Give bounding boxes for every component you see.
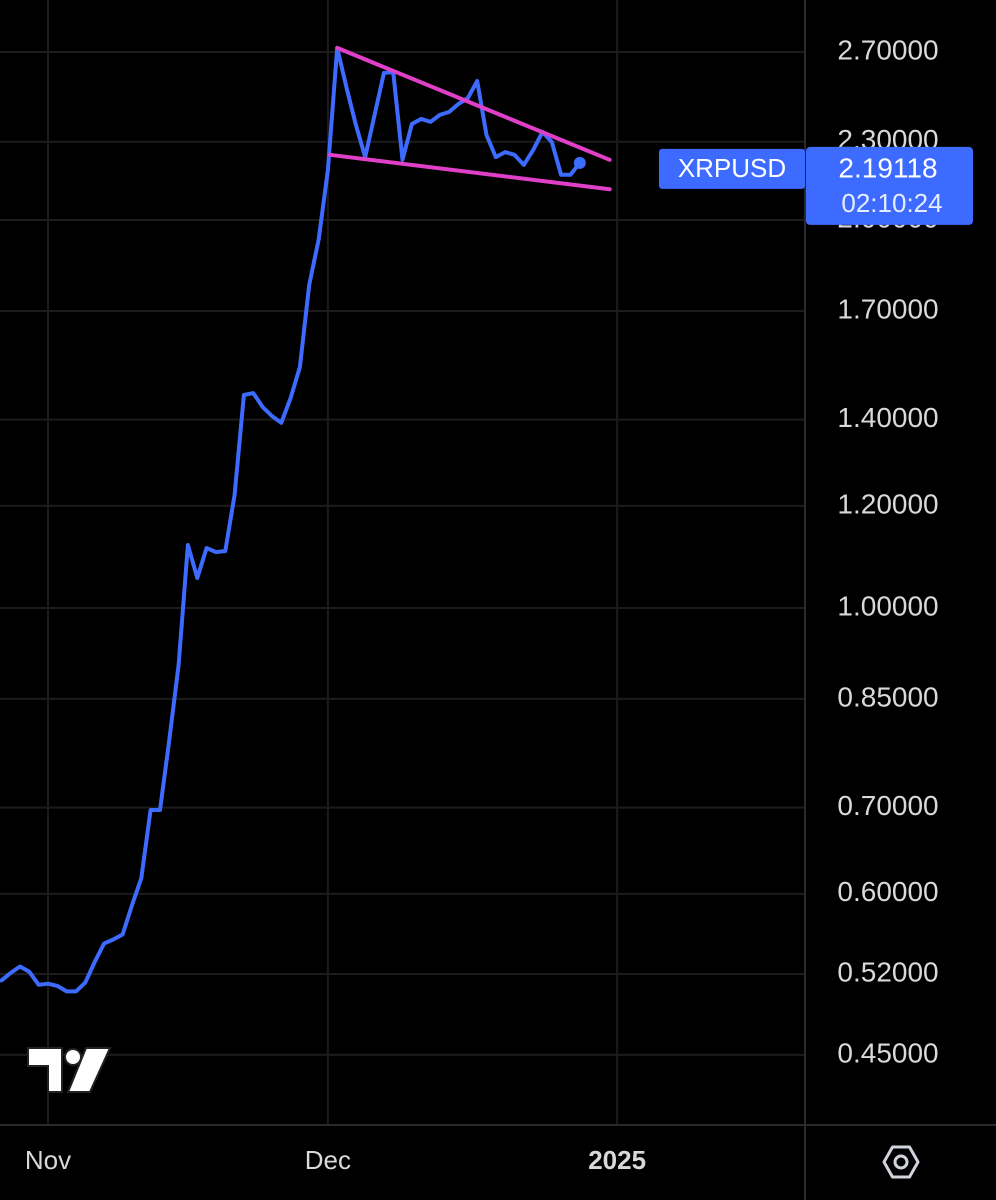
price-tag <box>806 146 973 225</box>
trendline <box>327 152 612 192</box>
x-tick-label: Nov <box>25 1145 71 1175</box>
trendline <box>335 45 612 162</box>
tradingview-logo <box>27 1047 112 1093</box>
y-tick-label: 2.70000 <box>837 34 938 65</box>
settings-button[interactable] <box>882 1145 920 1179</box>
y-tick-label: 0.85000 <box>837 681 938 712</box>
y-tick-label: 1.20000 <box>837 488 938 519</box>
last-point <box>573 156 586 169</box>
countdown-label: 02:10:24 <box>841 188 942 218</box>
x-tick-label: Dec <box>305 1145 351 1175</box>
y-tick-label: 0.70000 <box>837 790 938 821</box>
plot-area <box>0 45 612 994</box>
y-tick-label: 1.00000 <box>837 590 938 621</box>
symbol-tag <box>659 148 805 189</box>
y-tick-label: 0.45000 <box>837 1037 938 1068</box>
axis-labels: 0.45000 0.52000 0.60000 0.70000 0.85000 1.000… <box>25 34 939 1174</box>
y-tick-label: 1.70000 <box>837 293 938 324</box>
symbol-label: XRPUSD <box>678 153 786 183</box>
y-tick-label: 0.52000 <box>837 956 938 987</box>
last-price-label: 2.19118 <box>838 152 937 183</box>
y-tick-label: 1.40000 <box>837 402 938 433</box>
y-tick-label: 0.60000 <box>837 876 938 907</box>
x-tick-label: 2025 <box>588 1145 646 1175</box>
price-badge: XRPUSD 2.19118 02:10:24 <box>659 146 973 225</box>
price-line <box>0 45 582 994</box>
